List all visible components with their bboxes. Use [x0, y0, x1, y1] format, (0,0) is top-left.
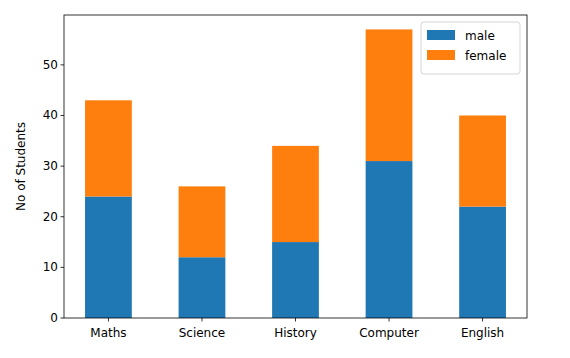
- y-tick-label: 40: [43, 108, 58, 122]
- x-tick: [108, 318, 109, 322]
- legend-box: [421, 22, 520, 74]
- x-tick: [201, 318, 202, 322]
- y-tick: [61, 216, 65, 217]
- y-tick-label: 0: [50, 311, 58, 325]
- x-tick-label: Computer: [359, 326, 419, 340]
- x-tick-label: History: [274, 326, 317, 340]
- chart-container: 0 10 20 30 40 50 Maths Science History Computer En…: [0, 0, 570, 358]
- bar: [179, 257, 226, 318]
- bar: [85, 100, 132, 196]
- x-tick-label: Science: [179, 326, 226, 340]
- y-tick: [61, 267, 65, 268]
- y-tick-label: 20: [43, 210, 58, 224]
- legend-label: female: [465, 49, 506, 63]
- y-axis-label: No of Students: [14, 122, 28, 211]
- legend: male female: [421, 22, 520, 74]
- y-tick: [61, 166, 65, 167]
- y-tick-label: 30: [43, 159, 58, 173]
- bar: [85, 196, 132, 318]
- legend-label: male: [465, 29, 495, 43]
- x-tick: [389, 318, 390, 322]
- x-tick-label: English: [461, 326, 504, 340]
- plot-frame: [64, 15, 527, 318]
- y-tick-label: 10: [43, 260, 58, 274]
- legend-swatch: [427, 50, 455, 60]
- bar: [179, 186, 226, 257]
- y-tick: [61, 64, 65, 65]
- bar: [459, 115, 506, 206]
- bar: [272, 242, 319, 318]
- y-tick-label: 50: [43, 58, 58, 72]
- bar: [366, 29, 413, 161]
- chart-svg: 0 10 20 30 40 50 Maths Science History Computer En…: [0, 0, 570, 358]
- bar: [272, 146, 319, 242]
- y-tick: [61, 318, 65, 319]
- x-tick: [482, 318, 483, 322]
- legend-swatch: [427, 30, 455, 40]
- x-tick: [295, 318, 296, 322]
- bar: [459, 207, 506, 318]
- bar: [366, 161, 413, 318]
- y-tick: [61, 115, 65, 116]
- x-tick-label: Maths: [90, 326, 126, 340]
